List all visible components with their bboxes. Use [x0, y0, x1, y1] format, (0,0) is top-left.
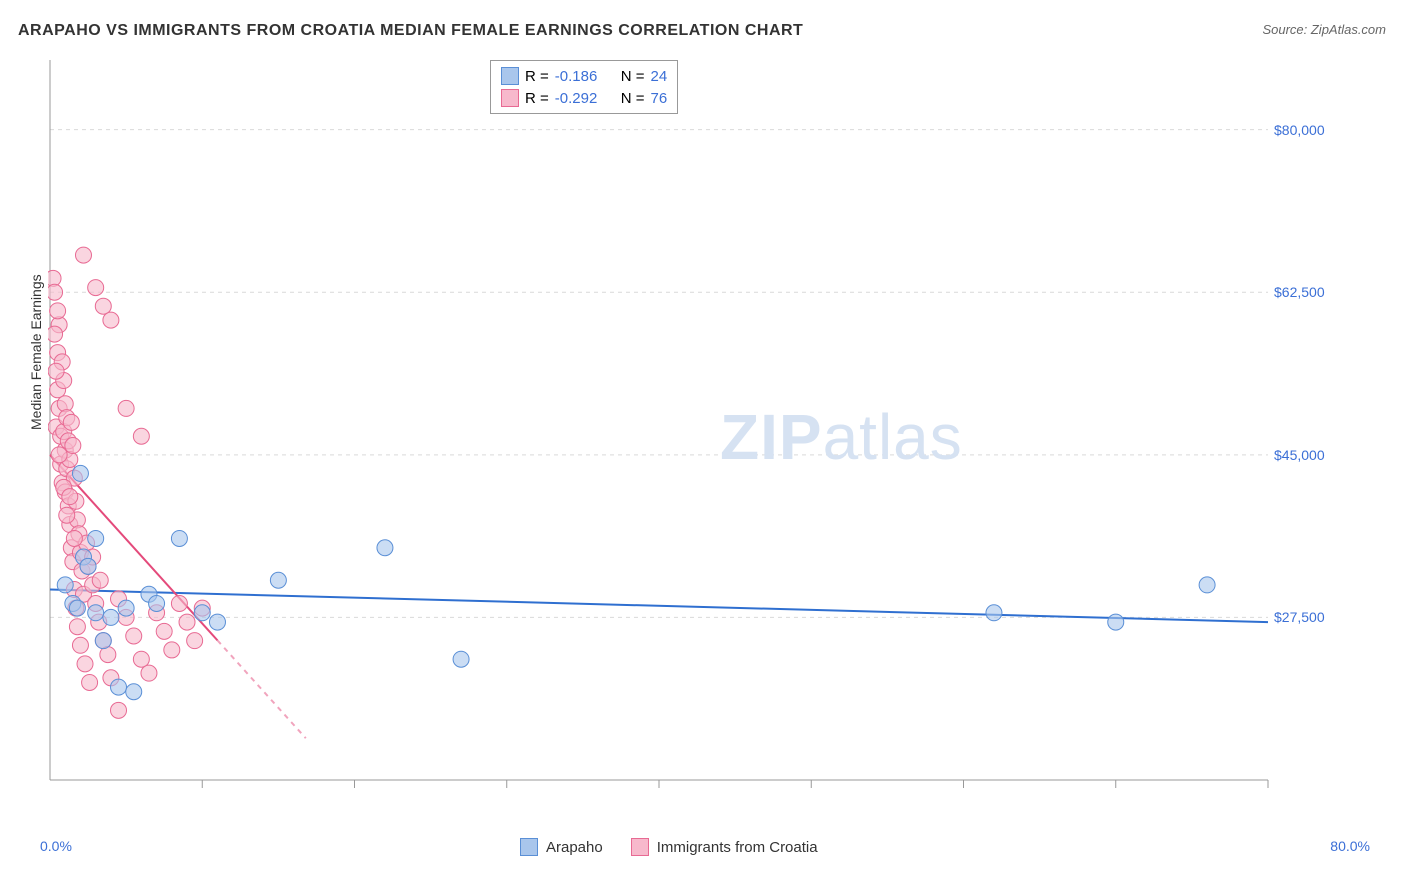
r-value-arapaho: -0.186: [555, 68, 615, 85]
legend-row-croatia: R = -0.292 N = 76: [501, 87, 667, 109]
y-axis-label: Median Female Earnings: [28, 274, 44, 430]
swatch-croatia-bottom: [631, 838, 649, 856]
correlation-legend: R = -0.186 N = 24 R = -0.292 N = 76: [490, 60, 678, 114]
r-value-croatia: -0.292: [555, 90, 615, 107]
x-max-label: 80.0%: [1330, 838, 1370, 854]
swatch-croatia: [501, 89, 519, 107]
n-value-arapaho: 24: [651, 68, 668, 85]
legend-label-arapaho: Arapaho: [546, 839, 603, 856]
n-value-croatia: 76: [651, 90, 668, 107]
y-tick-label: $80,000: [1274, 122, 1325, 138]
swatch-arapaho-bottom: [520, 838, 538, 856]
n-label: N =: [621, 68, 645, 85]
series-legend: Arapaho Immigrants from Croatia: [520, 838, 818, 856]
n-label: N =: [621, 90, 645, 107]
y-tick-label: $45,000: [1274, 447, 1325, 463]
chart-title: ARAPAHO VS IMMIGRANTS FROM CROATIA MEDIA…: [18, 22, 803, 40]
scatter-plot: [48, 50, 1318, 810]
y-tick-label: $27,500: [1274, 609, 1325, 625]
source-name: ZipAtlas.com: [1311, 22, 1386, 37]
r-label: R =: [525, 68, 549, 85]
source-prefix: Source:: [1262, 22, 1310, 37]
legend-row-arapaho: R = -0.186 N = 24: [501, 65, 667, 87]
legend-label-croatia: Immigrants from Croatia: [657, 839, 818, 856]
x-min-label: 0.0%: [40, 838, 72, 854]
r-label: R =: [525, 90, 549, 107]
swatch-arapaho: [501, 67, 519, 85]
y-tick-label: $62,500: [1274, 284, 1325, 300]
source-attribution: Source: ZipAtlas.com: [1262, 22, 1386, 37]
